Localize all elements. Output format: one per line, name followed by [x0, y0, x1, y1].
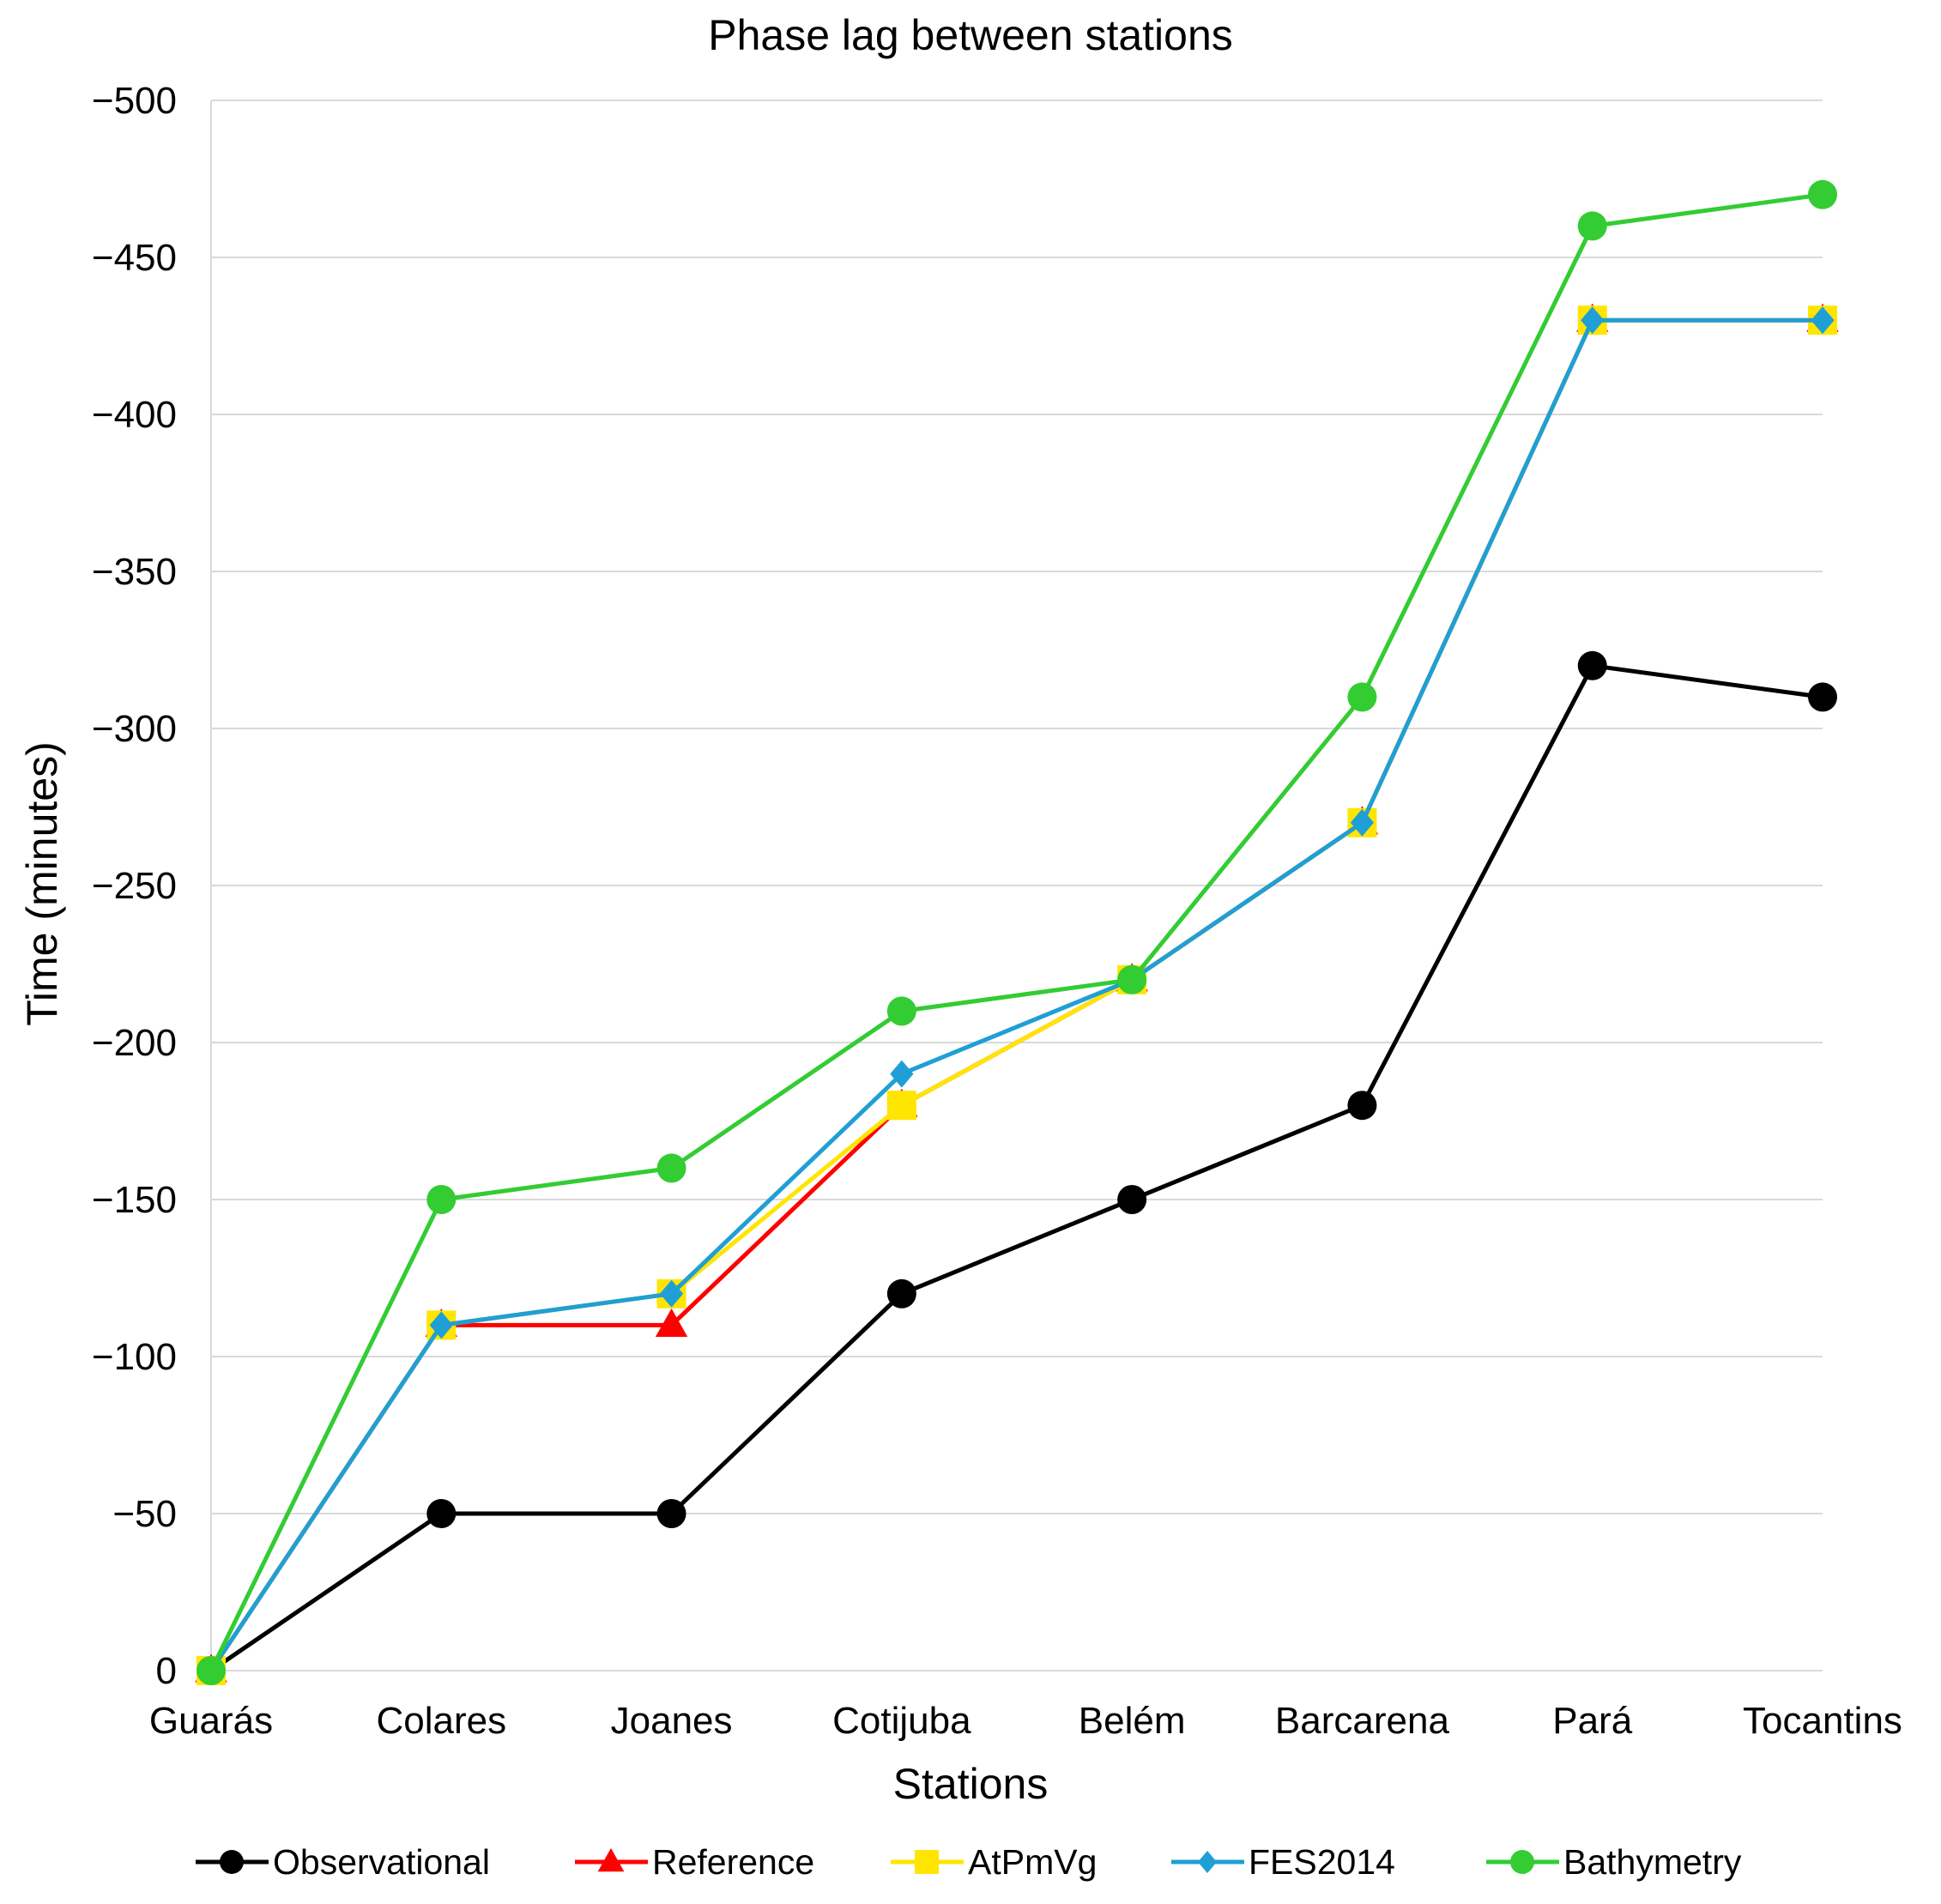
- gridlines: [210, 100, 1823, 1671]
- legend-label: FES2014: [1249, 1842, 1395, 1882]
- legend: Observational Reference AtPmVg FES2014 Bathy…: [196, 1842, 1742, 1882]
- data-point: [1808, 682, 1837, 712]
- x-axis-ticks: Guarás Colares Joanes Cotijuba Belém Barcaren…: [149, 1700, 1902, 1742]
- x-axis-title: Stations: [893, 1760, 1049, 1808]
- x-tick-label: Cotijuba: [832, 1700, 971, 1742]
- x-tick-label: Belém: [1079, 1700, 1186, 1742]
- data-point: [886, 996, 916, 1026]
- data-point: [886, 1091, 916, 1121]
- legend-item-reference: Reference: [575, 1842, 814, 1882]
- data-point: [1117, 1185, 1147, 1214]
- y-tick-label: −450: [92, 237, 177, 279]
- x-tick-label: Guarás: [149, 1700, 273, 1742]
- x-tick-label: Barcarena: [1275, 1700, 1450, 1742]
- y-axis-title: Time (minutes): [18, 741, 66, 1026]
- legend-marker: [1510, 1850, 1534, 1874]
- series-line: [209, 663, 1823, 1673]
- y-tick-label: −50: [112, 1493, 177, 1535]
- data-point: [429, 1311, 453, 1339]
- data-point: [659, 1279, 684, 1308]
- legend-marker: [597, 1847, 625, 1872]
- data-point: [1811, 306, 1835, 335]
- chart-title: Phase lag between stations: [708, 11, 1233, 59]
- y-tick-label: −100: [92, 1336, 177, 1378]
- data-point: [426, 1185, 457, 1214]
- x-tick-label: Pará: [1552, 1700, 1632, 1742]
- legend-item-atpmvg: AtPmVg: [891, 1842, 1097, 1882]
- y-tick-label: 0: [156, 1650, 177, 1692]
- data-point: [890, 1060, 914, 1088]
- data-point: [655, 1308, 688, 1337]
- y-axis-ticks: 0 −50 −100 −150 −200 −250 −300 −350 −400 −450 −500: [92, 80, 177, 1692]
- legend-item-bathymetry: Bathymetry: [1486, 1842, 1742, 1882]
- series-line: [209, 317, 1823, 1672]
- y-tick-label: −200: [92, 1022, 177, 1064]
- data-point: [1347, 682, 1377, 712]
- x-tick-label: Colares: [376, 1700, 506, 1742]
- y-tick-label: −400: [92, 394, 177, 436]
- legend-label: Bathymetry: [1563, 1842, 1742, 1882]
- data-point: [1117, 964, 1147, 994]
- y-tick-label: −250: [92, 865, 177, 907]
- data-point: [1347, 1091, 1377, 1121]
- legend-marker: [220, 1850, 244, 1874]
- data-point: [426, 1499, 457, 1528]
- x-tick-label: Tocantins: [1743, 1700, 1902, 1742]
- data-point: [656, 1499, 686, 1528]
- legend-label: Reference: [652, 1842, 814, 1882]
- data-point: [1577, 211, 1607, 241]
- data-point: [1577, 650, 1607, 680]
- series-bathymetry: [197, 179, 1837, 1685]
- data-point: [1808, 179, 1837, 209]
- data-point: [1350, 808, 1375, 837]
- legend-marker: [915, 1850, 939, 1874]
- y-tick-label: −500: [92, 80, 177, 122]
- data-point: [656, 1153, 686, 1183]
- data-point: [1581, 306, 1605, 335]
- data-point: [197, 1656, 226, 1685]
- series-layer: [195, 179, 1839, 1685]
- y-tick-label: −350: [92, 551, 177, 593]
- legend-label: Observational: [273, 1842, 490, 1882]
- series-line: [209, 192, 1823, 1672]
- legend-item-fes2014: FES2014: [1171, 1842, 1395, 1882]
- legend-label: AtPmVg: [968, 1842, 1097, 1882]
- series-reference: [195, 303, 1839, 1683]
- legend-item-observational: Observational: [196, 1842, 490, 1882]
- y-tick-label: −150: [92, 1179, 177, 1221]
- data-point: [886, 1278, 916, 1309]
- y-tick-label: −300: [92, 708, 177, 750]
- legend-marker: [1197, 1851, 1218, 1873]
- series-observational: [197, 650, 1837, 1685]
- x-tick-label: Joanes: [611, 1700, 733, 1742]
